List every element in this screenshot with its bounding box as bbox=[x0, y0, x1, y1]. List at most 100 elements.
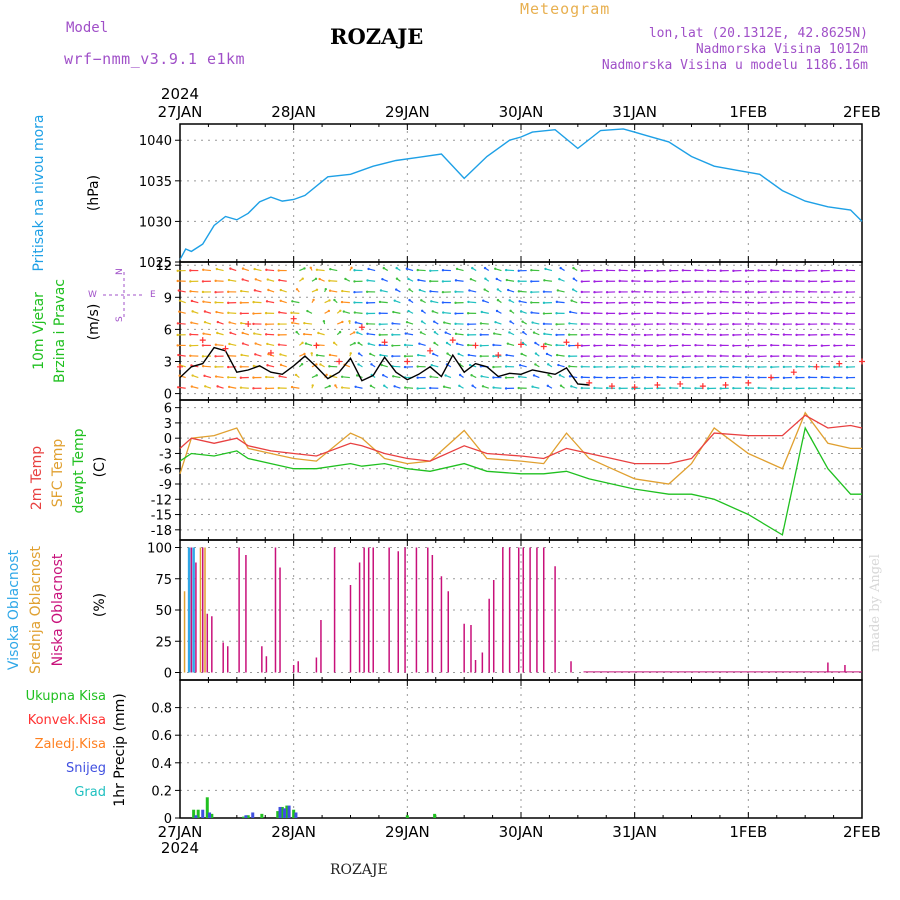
wind-arrow-head bbox=[580, 386, 584, 390]
wind-arrow bbox=[203, 269, 212, 272]
wind-arrow bbox=[405, 332, 414, 336]
wind-arrow-head bbox=[404, 386, 407, 389]
wind-arrow bbox=[292, 322, 300, 325]
gust-marker bbox=[574, 342, 581, 349]
wind-arrow-head bbox=[845, 301, 849, 305]
wind-arrow-head bbox=[833, 365, 836, 369]
wind-arrow-head bbox=[820, 365, 824, 368]
wind-arrow-head bbox=[568, 355, 571, 358]
wind-arrow-head bbox=[303, 267, 306, 270]
wind-arrow-head bbox=[252, 376, 255, 379]
wind-arrow-head bbox=[479, 344, 483, 347]
wind-arrow-head bbox=[365, 312, 369, 315]
wind-arrow-head bbox=[190, 385, 194, 388]
wind-arrow-head bbox=[190, 299, 194, 303]
wind-arrow bbox=[304, 333, 313, 336]
wind-arrow-head bbox=[820, 311, 824, 315]
wind-arrow bbox=[443, 311, 451, 314]
wind-arrow-head bbox=[757, 333, 760, 336]
wind-arrow-head bbox=[492, 386, 495, 389]
wind-arrow-head bbox=[279, 288, 283, 292]
wind-arrow-head bbox=[407, 309, 410, 313]
wind-arrow-head bbox=[252, 300, 255, 304]
wind-arrow-head bbox=[807, 376, 811, 379]
wind-arrow-head bbox=[378, 312, 381, 315]
wind-arrow-head bbox=[176, 322, 180, 325]
wind-arrow-head bbox=[468, 363, 472, 367]
wind-arrow-head bbox=[770, 386, 773, 390]
wind-arrow-head bbox=[312, 298, 315, 302]
wind-arrow-head bbox=[732, 269, 735, 273]
wind-arrow-head bbox=[757, 312, 760, 315]
wind-arrow-head bbox=[201, 364, 205, 368]
compass-s: S bbox=[115, 316, 125, 322]
wind-arrow-head bbox=[618, 333, 621, 336]
wind-arrow-head bbox=[178, 374, 181, 377]
wind-arrow-head bbox=[471, 384, 474, 387]
wind-arrow-head bbox=[202, 300, 205, 303]
wind-arrow-head bbox=[241, 331, 244, 335]
wind-arrow bbox=[279, 279, 287, 282]
y-tick-label: 0.8 bbox=[151, 702, 172, 717]
wind-arrow-head bbox=[202, 268, 205, 271]
wind-arrow-head bbox=[757, 291, 760, 294]
wind-arrow-head bbox=[694, 376, 697, 380]
y-tick-label: 12 bbox=[155, 259, 172, 274]
wind-arrow-head bbox=[694, 290, 697, 294]
wind-arrow-head bbox=[631, 376, 634, 379]
wind-arrow-head bbox=[795, 344, 798, 347]
wind-arrow-head bbox=[353, 280, 356, 283]
wind-arrow-head bbox=[572, 277, 576, 280]
wind-arrow-head bbox=[558, 374, 562, 377]
wind-arrow-head bbox=[504, 268, 508, 272]
precip-bar bbox=[292, 809, 296, 818]
gust-marker bbox=[177, 363, 183, 370]
y-tick-label: 9 bbox=[164, 291, 172, 306]
wind-arrow-head bbox=[757, 344, 760, 347]
wind-arrow bbox=[367, 333, 376, 336]
wind-arrow-head bbox=[216, 320, 220, 324]
wind-arrow-head bbox=[344, 277, 347, 281]
wind-arrow-head bbox=[416, 268, 419, 272]
wind-arrow-head bbox=[593, 269, 596, 272]
wind-arrow-head bbox=[239, 376, 243, 379]
wind-arrow-head bbox=[328, 279, 331, 282]
wind-arrow-head bbox=[443, 321, 446, 324]
gust-marker bbox=[290, 315, 297, 322]
wind-arrow-head bbox=[265, 375, 268, 379]
wind-arrow-head bbox=[301, 277, 304, 280]
wind-arrow-head bbox=[656, 376, 659, 379]
wind-arrow bbox=[241, 354, 249, 357]
wind-arrow-head bbox=[509, 320, 512, 323]
wind-arrow-head bbox=[833, 280, 836, 283]
wind-arrow-head bbox=[190, 321, 193, 324]
wind-arrow-head bbox=[568, 365, 571, 368]
y-tick-label: 6 bbox=[164, 323, 172, 338]
wind-arrow-head bbox=[189, 280, 192, 283]
wind-arrow-head bbox=[808, 269, 811, 273]
wind-arrow-head bbox=[277, 269, 280, 272]
precip-ylabel: 1hr Precip (mm) bbox=[112, 693, 128, 806]
wind-arrow-head bbox=[504, 376, 508, 379]
pressure-ylabel: Pritisak na nivou mora bbox=[31, 114, 47, 271]
wind-arrow-head bbox=[189, 269, 192, 272]
gust-marker bbox=[790, 369, 797, 376]
wind-arrow-head bbox=[833, 333, 836, 336]
wind-arrow-head bbox=[229, 267, 232, 270]
wind-arrow-head bbox=[265, 300, 269, 303]
wind-arrow-head bbox=[643, 280, 647, 283]
wind-arrow-head bbox=[770, 301, 773, 305]
precip-bar bbox=[433, 813, 437, 818]
wind-arrow-head bbox=[176, 333, 179, 337]
wind-arrow-head bbox=[719, 387, 722, 390]
wind-arrow-head bbox=[757, 280, 760, 283]
wind-arrow-head bbox=[214, 290, 217, 294]
wind-arrow-head bbox=[669, 365, 672, 369]
wind-arrow-head bbox=[605, 280, 609, 283]
wind-arrow bbox=[215, 344, 224, 347]
wind-arrow-head bbox=[744, 376, 748, 379]
y-tick-label: 6 bbox=[164, 402, 172, 417]
wind-arrow-head bbox=[694, 333, 697, 336]
wind-arrow-head bbox=[266, 364, 269, 367]
wind-arrow-head bbox=[467, 300, 470, 304]
